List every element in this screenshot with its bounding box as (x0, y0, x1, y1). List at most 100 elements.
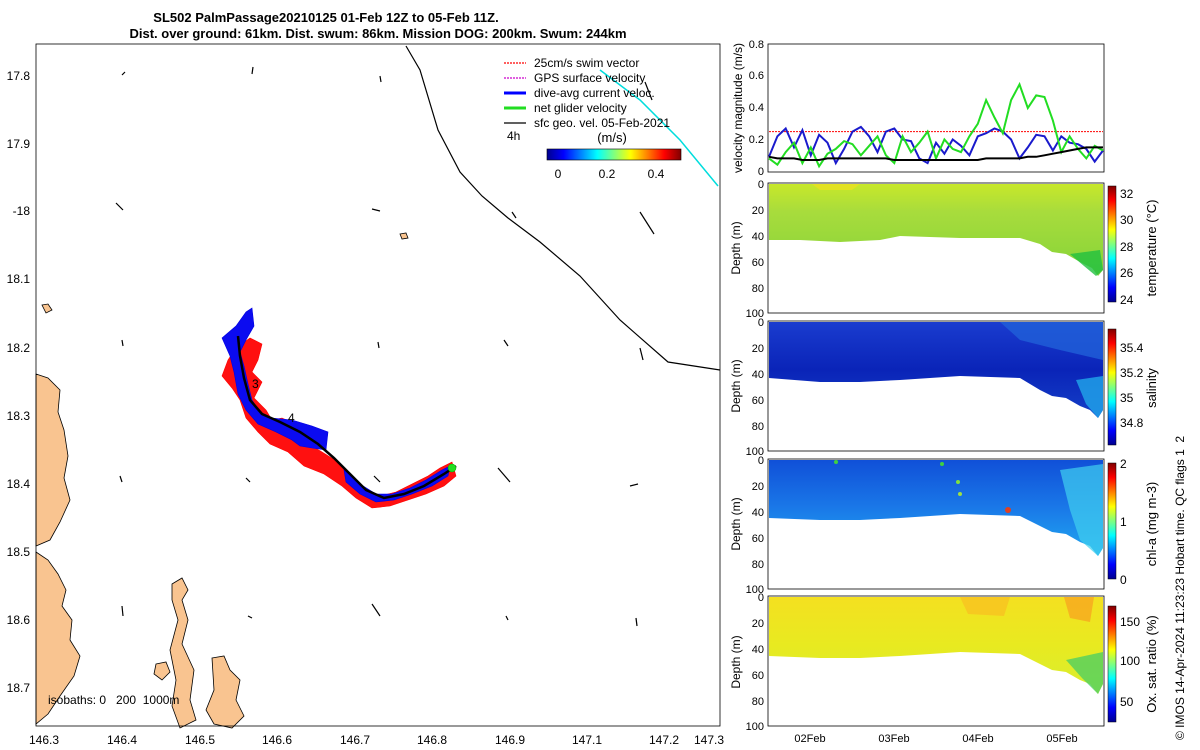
sfc-arrow (505, 615, 509, 621)
oxygen-high-patch (1064, 597, 1094, 622)
time-x-ticks: 02Feb 03Feb 04Feb 05Feb (794, 733, 1077, 745)
ox-y-tick: 20 (752, 618, 764, 630)
time-x-tick: 02Feb (794, 733, 825, 745)
sal-cbar-tick: 35.2 (1120, 366, 1144, 380)
sfc-arrow (373, 475, 381, 483)
temp-cbar-tick: 30 (1120, 213, 1134, 227)
track-label-4: 4 (288, 411, 295, 425)
temp-cbar-tick: 26 (1120, 266, 1134, 280)
title-line-2: Dist. over ground: 61km. Dist. swum: 86k… (129, 26, 626, 41)
island-2 (205, 655, 245, 729)
sfc-arrow (115, 202, 124, 211)
map-x-tick: 146.5 (185, 733, 215, 747)
sfc-arrow (379, 75, 382, 83)
oxygen-field (769, 597, 1103, 694)
legend-label: GPS surface velocity (534, 71, 645, 85)
salinity-fresh-bottom (1076, 376, 1103, 418)
chla-spot (940, 462, 944, 466)
chla-y-tick: 0 (758, 455, 764, 467)
sal-y-tick: 20 (752, 343, 764, 355)
series-line-net-glider-velocity (768, 81, 1104, 169)
legend-label: net glider velocity (534, 101, 627, 115)
map-x-tick: 147.1 (572, 733, 602, 747)
island-3 (153, 661, 171, 681)
sfc-arrow (371, 208, 381, 212)
map-y-tick: -18 (13, 204, 31, 218)
isobaths-label: isobaths: 0 200 1000m (48, 693, 179, 707)
sal-cbar-tick: 35.4 (1120, 341, 1144, 355)
temp-cbar-tick: 24 (1120, 293, 1134, 307)
sfc-arrow (121, 339, 124, 347)
salinity-panel: 34.8 35 35.2 35.4 salinity Depth (m) 0 2… (729, 317, 1159, 458)
chla-y-ticks: 0 20 40 60 80 100 (746, 455, 764, 596)
current-vector-cloud (221, 307, 329, 451)
chla-field (769, 460, 1103, 556)
map-y-tick: 18.7 (7, 681, 31, 695)
chla-spot (958, 492, 962, 496)
colorbar-title: (m/s) (597, 130, 627, 145)
oxygen-cbar-label: Ox. sat. ratio (%) (1144, 615, 1159, 713)
sal-y-tick: 80 (752, 421, 764, 433)
chla-cbar-tick: 1 (1120, 515, 1127, 529)
map-y-tick: 18.6 (7, 613, 31, 627)
sfc-arrow (639, 347, 644, 361)
temp-y-tick: 100 (746, 308, 764, 320)
oxygen-cbar-ticks: 50 100 150 (1120, 615, 1140, 709)
sal-cbar-tick: 34.8 (1120, 416, 1144, 430)
temperature-cbar-label: temperature (°C) (1144, 200, 1159, 297)
legend-label: dive-avg current veloc. (534, 86, 655, 100)
sfc-arrow (629, 483, 639, 487)
salinity-cbar-ticks: 34.8 35 35.2 35.4 (1120, 341, 1144, 430)
time-x-tick: 03Feb (878, 733, 909, 745)
temperature-warm-surface (812, 184, 860, 190)
map-y-tick: 17.9 (7, 137, 31, 151)
map-x-tick: 146.3 (29, 733, 59, 747)
time-x-tick: 04Feb (962, 733, 993, 745)
temperature-colorbar (1107, 185, 1117, 303)
chla-y-tick: 60 (752, 533, 764, 545)
chla-cbar-label: chl-a (mg m-3) (1144, 482, 1159, 567)
sal-y-tick: 100 (746, 446, 764, 458)
sfc-arrows (115, 66, 655, 627)
footer-credit: © IMOS 14-Apr-2024 11:23:23 Hobart time.… (1173, 436, 1187, 740)
map-x-tick: 146.9 (495, 733, 525, 747)
temp-cbar-tick: 32 (1120, 187, 1134, 201)
map-colorbar (546, 148, 682, 161)
chla-y-tick: 40 (752, 507, 764, 519)
chla-spot (956, 480, 960, 484)
temperature-cool-bottom (1070, 250, 1103, 276)
map-x-tick: 147.2 (649, 733, 679, 747)
sfc-arrow (121, 71, 126, 76)
oxygen-colorbar (1107, 605, 1117, 723)
time-x-tick: 05Feb (1046, 733, 1077, 745)
chla-panel: 0 1 2 chl-a (mg m-3) Depth (m) 0 20 40 6… (729, 455, 1159, 596)
oxygen-panel: 50 100 150 Ox. sat. ratio (%) Depth (m) … (729, 592, 1159, 745)
sfc-arrow (635, 617, 638, 627)
sfc-arrow (639, 211, 655, 235)
sal-y-tick: 60 (752, 395, 764, 407)
sfc-arrow (377, 341, 380, 349)
temperature-ylabel: Depth (m) (729, 221, 743, 274)
map-y-tick: 18.3 (7, 409, 31, 423)
vel-y-tick: 0.8 (749, 39, 764, 51)
map-x-tick: 147.3 (694, 733, 724, 747)
mainland-coast-south (35, 551, 81, 725)
temp-y-tick: 0 (758, 179, 764, 191)
velocity-y-ticks: 0 0.2 0.4 0.6 0.8 (749, 39, 764, 178)
sal-y-tick: 40 (752, 369, 764, 381)
ox-cbar-tick: 100 (1120, 654, 1140, 668)
legend-label: 25cm/s swim vector (534, 56, 639, 70)
map-x-tick: 146.6 (262, 733, 292, 747)
chla-deep-patch (1060, 464, 1103, 556)
chla-spot (1005, 507, 1011, 513)
map-colorbar-tick: 0.4 (648, 167, 665, 181)
sal-cbar-tick: 35 (1120, 391, 1134, 405)
isobath-line (405, 45, 721, 371)
temperature-y-ticks: 0 20 40 60 80 100 (746, 179, 764, 320)
island-5 (399, 232, 409, 240)
velocity-ylabel: velocity magnitude (m/s) (731, 43, 745, 173)
chla-spot (834, 460, 838, 464)
ox-cbar-tick: 50 (1120, 695, 1134, 709)
series-line-sfc-geo-vel- (768, 146, 1103, 161)
legend-label: sfc geo. vel. 05-Feb-2021 (534, 116, 670, 130)
